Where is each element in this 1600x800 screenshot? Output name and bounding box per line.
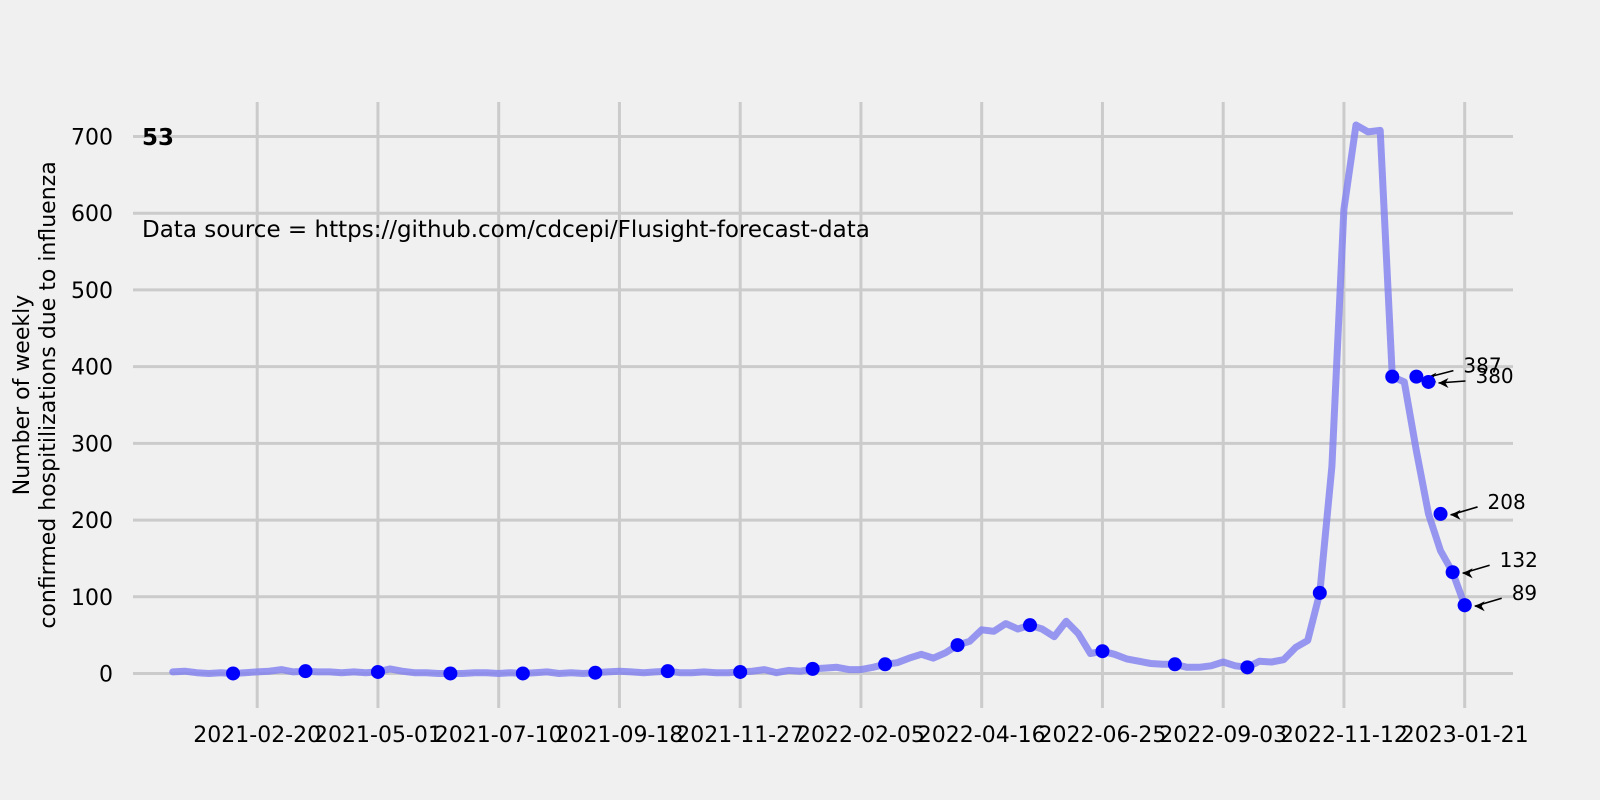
data-point	[878, 657, 893, 672]
y-tick-label: 400	[71, 356, 113, 381]
y-tick-label: 0	[99, 662, 113, 687]
x-tick-label: 2021-11-27	[676, 723, 804, 748]
annotated-point	[1409, 369, 1424, 384]
x-tick-label: 2023-01-21	[1401, 723, 1529, 748]
annotation-arrowhead	[1462, 568, 1473, 579]
y-tick-label: 500	[71, 279, 113, 304]
annotation-label: 132	[1500, 548, 1538, 572]
annotation-label: 380	[1475, 364, 1513, 388]
x-tick-label: 2022-06-25	[1039, 723, 1167, 748]
data-point	[298, 664, 313, 679]
y-tick-labels: 0 100 200 300 400 500 600 700	[71, 126, 113, 688]
y-tick-label: 300	[71, 432, 113, 457]
x-tick-label: 2021-05-01	[314, 723, 442, 748]
data-point	[1385, 369, 1400, 384]
annotation-arrowhead	[1450, 509, 1461, 520]
data-point	[660, 664, 675, 679]
x-tick-label: 2021-07-10	[435, 723, 563, 748]
y-axis-label-line: confirmed hospitilizations due to influe…	[36, 161, 61, 628]
y-tick-label: 600	[71, 202, 113, 227]
x-tick-label: 2022-09-03	[1159, 723, 1287, 748]
x-tick-label: 2021-09-18	[556, 723, 684, 748]
grid	[133, 102, 1513, 708]
data-point	[443, 666, 458, 681]
annotation-label: 387	[1463, 354, 1501, 378]
annotated-point	[1421, 374, 1436, 389]
data-point	[1312, 585, 1327, 600]
y-tick-label: 200	[71, 509, 113, 534]
x-tick-label: 2022-02-05	[797, 723, 925, 748]
x-tick-label: 2022-11-12	[1280, 723, 1408, 748]
annotated-point	[1445, 565, 1460, 580]
y-axis-label-line: Number of weekly	[10, 295, 35, 496]
x-tick-label: 2021-02-20	[193, 723, 321, 748]
data-point	[1095, 644, 1110, 659]
y-tick-label: 700	[71, 126, 113, 151]
data-source-note: Data source = https://github.com/cdcepi/…	[142, 217, 870, 243]
data-point	[805, 661, 820, 676]
data-point	[1023, 618, 1037, 633]
y-tick-label: 100	[71, 586, 113, 611]
annotation-label: 89	[1512, 581, 1537, 605]
annotated-point	[1457, 598, 1472, 613]
data-point	[1167, 657, 1182, 672]
data-point	[733, 664, 748, 679]
data-point	[1240, 660, 1255, 675]
annotation-label: 208	[1488, 490, 1526, 514]
data-point	[370, 664, 385, 679]
data-point	[515, 666, 530, 681]
corner-label: 53	[142, 125, 174, 151]
annotation-arrowhead	[1438, 377, 1449, 388]
annotation-arrowhead	[1474, 601, 1485, 612]
data-point	[226, 666, 241, 681]
data-point	[950, 638, 965, 653]
x-tick-label: 2022-04-16	[918, 723, 1046, 748]
annotated-point	[1433, 506, 1448, 521]
x-tick-labels: 2021-02-202021-05-012021-07-102021-09-18…	[193, 723, 1528, 748]
y-axis-label: Number of weeklyconfirmed hospitilizatio…	[10, 161, 61, 628]
data-point	[588, 665, 603, 680]
